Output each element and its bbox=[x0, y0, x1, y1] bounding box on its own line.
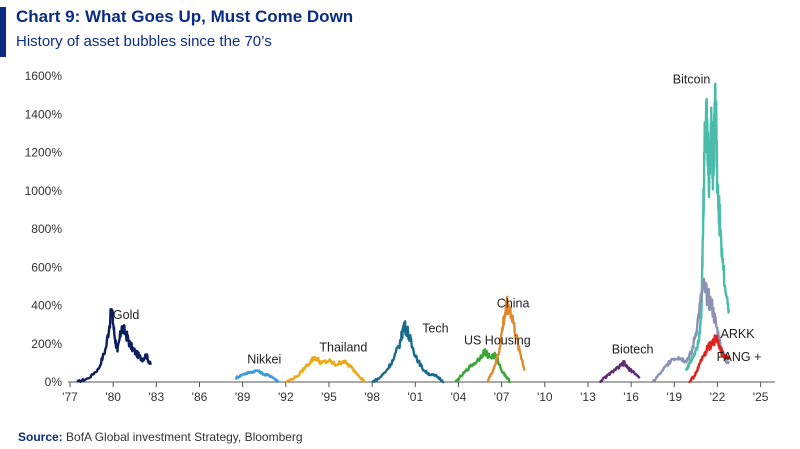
series-label-biotech: Biotech bbox=[612, 343, 654, 357]
chart-subtitle: History of asset bubbles since the 70’s bbox=[16, 33, 272, 50]
x-tick-label: '22 bbox=[710, 390, 726, 404]
series-label-nikkei: Nikkei bbox=[247, 352, 281, 366]
series-line-us-housing bbox=[454, 348, 511, 384]
x-tick-label: '83 bbox=[149, 390, 165, 404]
x-tick-label: '13 bbox=[580, 390, 596, 404]
x-tick-label: '16 bbox=[623, 390, 639, 404]
series-line-arkk bbox=[651, 277, 731, 383]
series-line-biotech bbox=[599, 359, 641, 384]
series-label-fang: FANG + bbox=[717, 350, 762, 364]
series-labels: Gold Nikkei Thailand Tech US Housing China Bio… bbox=[113, 73, 762, 367]
x-tick-label: '89 bbox=[235, 390, 251, 404]
series-label-bitcoin: Bitcoin bbox=[673, 73, 711, 87]
source-label: Source: bbox=[18, 430, 63, 444]
series-label-china: China bbox=[497, 296, 530, 310]
y-tick-label: 1000% bbox=[25, 184, 63, 198]
y-tick-label: 1200% bbox=[25, 146, 63, 160]
x-tick-label: '19 bbox=[666, 390, 682, 404]
y-tick-label: 0% bbox=[45, 375, 63, 389]
source-note: Source: BofA Global investment Strategy,… bbox=[18, 430, 303, 444]
x-tick-label: '10 bbox=[537, 390, 553, 404]
x-tick-label: '92 bbox=[278, 390, 294, 404]
chart-title: Chart 9: What Goes Up, Must Come Down bbox=[16, 7, 354, 26]
y-tick-label: 200% bbox=[31, 337, 62, 351]
y-tick-label: 1400% bbox=[25, 107, 63, 121]
series-label-tech: Tech bbox=[422, 321, 448, 335]
accent-bar bbox=[0, 7, 6, 57]
x-tick-label: '98 bbox=[364, 390, 380, 404]
x-tick-label: '95 bbox=[321, 390, 337, 404]
bubble-chart: 0% 200% 400% 600% 800% 1000% 1200% 1400% 1600% '… bbox=[25, 69, 775, 404]
series-line-thailand bbox=[285, 355, 366, 384]
x-axis: '77 '80 '83 '86 '89 '92 '95 '98 '01 '04 '07 '10 '13 '… bbox=[62, 381, 775, 404]
y-tick-label: 800% bbox=[31, 222, 62, 236]
y-axis: 0% 200% 400% 600% 800% 1000% 1200% 1400% 1600% bbox=[25, 69, 63, 389]
series-line-tech bbox=[371, 320, 445, 384]
x-tick-label: '04 bbox=[451, 390, 467, 404]
y-tick-label: 600% bbox=[31, 260, 62, 274]
series-line-china bbox=[486, 295, 526, 384]
series-line-gold bbox=[76, 308, 152, 383]
series-label-arkk: ARKK bbox=[721, 327, 756, 341]
series-line-fang bbox=[688, 334, 731, 384]
chart-area: 0% 200% 400% 600% 800% 1000% 1200% 1400% 1600% '… bbox=[0, 60, 800, 420]
series-label-us-housing: US Housing bbox=[464, 334, 531, 348]
series-label-thailand: Thailand bbox=[319, 340, 367, 354]
series-line-bitcoin bbox=[684, 82, 731, 371]
x-tick-label: '86 bbox=[192, 390, 208, 404]
series-line-nikkei bbox=[234, 369, 280, 383]
y-tick-label: 1600% bbox=[25, 69, 63, 83]
x-tick-label: '25 bbox=[753, 390, 769, 404]
series-label-gold: Gold bbox=[113, 308, 139, 322]
source-text: BofA Global investment Strategy, Bloombe… bbox=[66, 430, 303, 444]
x-tick-label: '80 bbox=[105, 390, 121, 404]
x-tick-label: '01 bbox=[407, 390, 423, 404]
series-layer bbox=[76, 82, 731, 384]
y-tick-label: 400% bbox=[31, 299, 62, 313]
x-tick-label: '77 bbox=[62, 390, 78, 404]
x-tick-label: '07 bbox=[494, 390, 510, 404]
